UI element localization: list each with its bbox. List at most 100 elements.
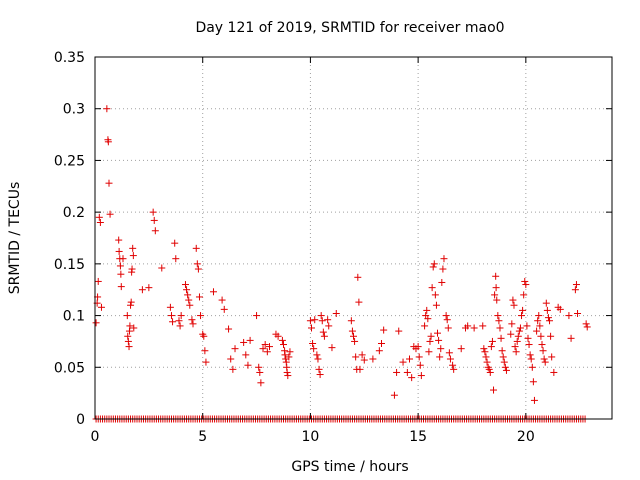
data-point [240,338,248,346]
data-point [306,317,314,325]
data-point [423,306,431,314]
data-point [582,320,590,328]
data-point [307,324,315,332]
data-point [256,368,264,376]
data-point [129,244,137,252]
data-point [540,355,548,363]
x-axis-label: GPS time / hours [291,459,408,475]
data-point [479,322,487,330]
data-point [246,336,254,344]
data-point [445,349,453,357]
data-point [138,286,146,294]
data-point [92,319,100,327]
data-point [106,210,114,218]
data-point [449,361,457,369]
data-point [201,347,209,355]
data-point [188,316,196,324]
data-point [281,351,289,359]
data-point [378,339,386,347]
data-point [509,296,517,304]
data-point [539,347,547,355]
data-point [512,348,520,356]
data-point [486,368,494,376]
data-point [227,355,235,363]
data-point [145,284,153,292]
data-point [261,341,269,349]
y-tick-label: 0.05 [54,360,85,376]
data-point [265,343,273,351]
data-point [429,263,437,271]
data-point [500,358,508,366]
data-point [149,208,157,216]
data-point [507,330,515,338]
data-point [523,322,531,330]
data-point [259,345,267,353]
data-point [556,305,564,313]
data-point [313,351,321,359]
data-point [229,365,237,373]
data-point [482,353,490,361]
data-point [457,345,465,353]
data-point [315,365,323,373]
data-point [244,361,252,369]
data-point [406,355,414,363]
data-point [242,351,250,359]
data-point [421,322,429,330]
data-point [278,336,286,344]
data-point [440,255,448,263]
data-point [181,281,189,289]
data-point [510,301,518,309]
data-point [125,343,133,351]
data-point [565,312,573,320]
data-point [175,317,183,325]
data-point [567,334,575,342]
data-point [499,353,507,361]
x-tick-label: 10 [302,429,320,445]
data-point [442,312,450,320]
data-point [197,312,205,320]
y-tick-label: 0.1 [63,309,85,325]
data-point [497,334,505,342]
data-point [438,278,446,286]
data-point [169,318,177,326]
data-point [490,386,498,394]
data-point [488,337,496,345]
data-point [464,322,472,330]
data-point [528,363,536,371]
data-point [186,301,194,309]
data-point [183,286,191,294]
data-point [158,264,166,272]
data-point [480,345,488,353]
y-tick-label: 0 [76,412,85,428]
data-point [253,312,261,320]
data-point [220,305,228,313]
y-tick-label: 0.3 [63,102,85,118]
y-tick-label: 0.35 [54,50,85,66]
data-point [408,374,416,382]
data-point [128,265,136,273]
data-point [535,312,543,320]
data-point [481,348,489,356]
data-point [94,277,102,285]
data-point [515,327,523,335]
data-point [522,281,530,289]
data-point [263,348,271,356]
data-point [393,368,401,376]
data-point [511,343,519,351]
data-point [470,324,478,332]
data-point [166,303,174,311]
data-point [516,324,524,332]
data-point [446,355,454,363]
data-point [538,341,546,349]
data-point [542,299,550,307]
data-point [318,317,326,325]
data-point [380,326,388,334]
data-point [279,341,287,349]
data-point [286,348,294,356]
data-point [194,265,202,273]
data-point [115,247,123,255]
x-tick-label: 20 [517,429,535,445]
chart-title: Day 121 of 2019, SRMTID for receiver mao… [195,20,504,36]
data-point [425,348,433,356]
data-point [351,337,359,345]
